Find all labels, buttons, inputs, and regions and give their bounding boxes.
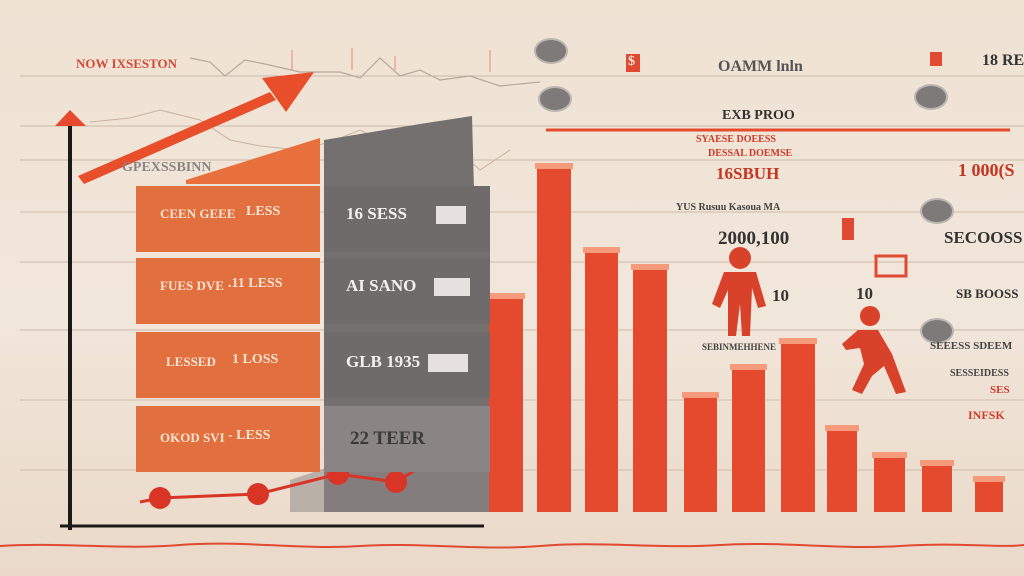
- bar-cap: [872, 452, 907, 458]
- table-row-label-cell: OKOD SVI - LESS: [136, 406, 320, 472]
- orange-area-shape: [186, 138, 320, 184]
- toggle-pill-icon[interactable]: [920, 198, 954, 224]
- right-small-2: SEEESS SDEEM: [930, 340, 1013, 352]
- badge-red-icon: [626, 54, 640, 72]
- badge-red-icon: [842, 218, 854, 240]
- table-row-label-cell: FUES DVE .11 LESS: [136, 258, 320, 324]
- sub-label-2: DESSAL DOEMSE: [708, 148, 793, 159]
- big-label-2: 2000,100: [718, 228, 790, 249]
- bar: [537, 163, 571, 512]
- bar-cap: [583, 247, 620, 253]
- table-row-value-cell: GLB 1935: [324, 332, 490, 398]
- right-small-4: SES: [990, 384, 1010, 396]
- bar-cap: [535, 163, 573, 169]
- bar: [827, 425, 857, 512]
- big-right-label: 1 000(S: [958, 160, 1015, 180]
- person-running-icon: [842, 306, 906, 394]
- toggle-pill-icon[interactable]: [538, 86, 572, 112]
- header-left-title: NOW IXSESTON: [76, 56, 178, 71]
- ex-label: EXB PROO: [722, 108, 795, 123]
- trend-up-arrow-icon: [78, 72, 314, 184]
- bar: [633, 264, 667, 512]
- bar-cap: [973, 476, 1005, 482]
- line-point: [247, 483, 269, 505]
- table-row-value-cell: 16 SESS: [324, 186, 490, 252]
- value-bar: [428, 354, 468, 372]
- bar-cap: [920, 460, 954, 466]
- bar-cap: [779, 338, 817, 344]
- table-row-label-cell: CEEN GEEE LESS: [136, 186, 320, 252]
- bar: [585, 247, 618, 512]
- bar: [922, 460, 952, 512]
- bar-cap: [825, 425, 859, 431]
- table-row-value-cell: AI SANO: [324, 258, 490, 324]
- header-right-title: 18 RE: [982, 52, 1024, 69]
- mid-small-label: SEBINMEHHENE: [702, 342, 777, 352]
- value-bar: [434, 278, 470, 296]
- line-series: [139, 434, 471, 509]
- bar-cap: [682, 392, 719, 398]
- bottom-wave-line: [0, 542, 1024, 549]
- bar-series: [487, 163, 1005, 512]
- sparkline-top: [189, 57, 541, 87]
- bar: [874, 452, 905, 512]
- big-right-label-2: SECOOSS: [944, 228, 1023, 247]
- right-small-3: SESSEIDESS: [950, 368, 1009, 379]
- sub-label-1: SYAESE DOEESS: [696, 134, 776, 145]
- bar: [732, 364, 765, 512]
- bar: [781, 338, 815, 512]
- y-axis-arrow-icon: [55, 110, 86, 126]
- right-last-label: INFSK: [968, 408, 1005, 422]
- bar-cap: [730, 364, 767, 370]
- header-mid-title: OAMM lnln: [718, 58, 803, 75]
- ten-label-1: 10: [772, 286, 789, 305]
- table-row-label-cell: LESSED 1 LOSS: [136, 332, 320, 398]
- chart-label: GPEXSSBINN: [122, 160, 212, 175]
- bar: [489, 293, 523, 512]
- table-row-value-cell: 22 TEER: [324, 406, 490, 472]
- line-point: [149, 487, 171, 509]
- toggle-pill-icon[interactable]: [914, 84, 948, 110]
- header-dollar: $: [628, 54, 635, 69]
- toggle-pill-icon[interactable]: [920, 318, 954, 344]
- frame-icon: [874, 254, 908, 278]
- bar-cap: [631, 264, 669, 270]
- ten-label-2: 10: [856, 284, 873, 303]
- line-point: [385, 471, 407, 493]
- big-label-1: 16SBUH: [716, 164, 780, 183]
- mid-row-label: YUS Rusuu Kasoua MA: [676, 202, 781, 213]
- toggle-pill-icon[interactable]: [534, 38, 568, 64]
- value-bar: [436, 206, 466, 224]
- right-small-1: SB BOOSS: [956, 286, 1019, 301]
- badge-red-icon: [930, 52, 942, 66]
- bar-cap: [487, 293, 525, 299]
- bar: [684, 392, 717, 512]
- person-standing-icon: [712, 247, 766, 336]
